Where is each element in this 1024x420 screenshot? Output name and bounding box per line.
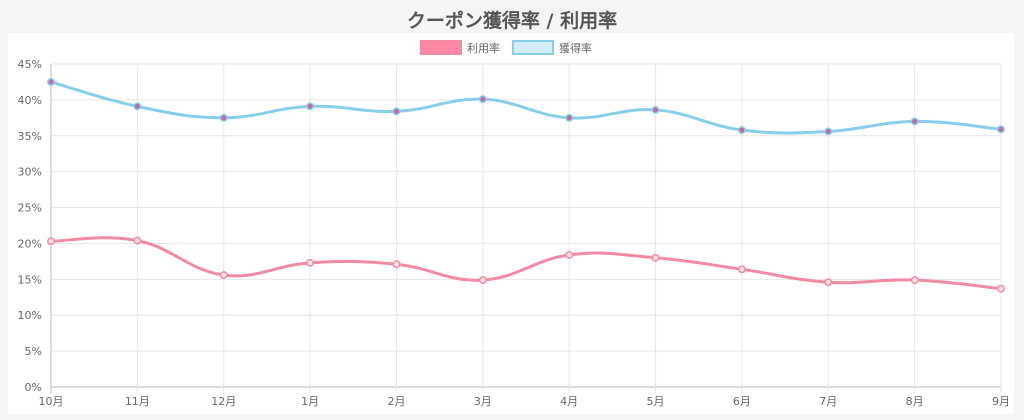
y-tick-label: 35% — [18, 130, 42, 143]
chart-panel — [8, 33, 1014, 414]
x-tick-label: 3月 — [474, 395, 492, 408]
y-tick-label: 5% — [25, 345, 42, 358]
data-point — [910, 276, 919, 285]
y-tick-label: 40% — [18, 94, 42, 107]
y-tick-label: 10% — [18, 309, 42, 322]
x-tick-label: 10月 — [39, 395, 64, 408]
data-point — [47, 237, 55, 246]
x-tick-label: 5月 — [647, 395, 665, 408]
data-point — [910, 117, 919, 126]
legend-label: 利用率 — [467, 41, 500, 55]
data-point — [565, 113, 574, 122]
data-point — [651, 253, 660, 262]
x-tick-label: 12月 — [211, 395, 236, 408]
data-point — [133, 102, 142, 111]
data-point — [737, 265, 746, 274]
legend-swatch — [420, 40, 462, 55]
data-point — [478, 95, 487, 104]
data-point — [565, 250, 574, 259]
x-tick-label: 2月 — [387, 395, 405, 408]
data-point — [392, 107, 401, 116]
y-tick-label: 15% — [18, 273, 42, 286]
data-point — [824, 278, 833, 287]
x-tick-label: 11月 — [125, 395, 150, 408]
x-tick-label: 7月 — [819, 395, 837, 408]
y-tick-label: 20% — [18, 237, 42, 250]
legend-label: 獲得率 — [559, 41, 592, 55]
data-point — [478, 276, 487, 285]
data-point — [47, 77, 55, 86]
data-point — [219, 113, 228, 122]
data-point — [392, 260, 401, 269]
y-tick-label: 25% — [18, 202, 42, 215]
x-tick-label: 8月 — [906, 395, 924, 408]
chart-title: クーポン獲得率 / 利用率 — [406, 10, 618, 32]
data-point — [306, 102, 315, 111]
y-tick-label: 0% — [25, 381, 42, 394]
x-tick-label: 6月 — [733, 395, 751, 408]
legend-swatch — [512, 40, 554, 55]
series-line-2 — [50, 80, 1002, 135]
data-point — [824, 127, 833, 136]
data-point — [737, 126, 746, 134]
data-point — [133, 236, 142, 245]
x-tick-label: 9月 — [992, 395, 1010, 408]
data-point — [997, 125, 1005, 134]
y-tick-label: 30% — [18, 166, 42, 179]
data-point — [306, 258, 315, 267]
data-point — [219, 271, 228, 279]
data-point — [651, 105, 660, 114]
series-line-1 — [50, 236, 1002, 291]
data-point — [997, 284, 1005, 293]
x-tick-label: 4月 — [560, 395, 578, 408]
x-tick-label: 1月 — [301, 395, 319, 408]
y-tick-label: 45% — [18, 58, 42, 71]
